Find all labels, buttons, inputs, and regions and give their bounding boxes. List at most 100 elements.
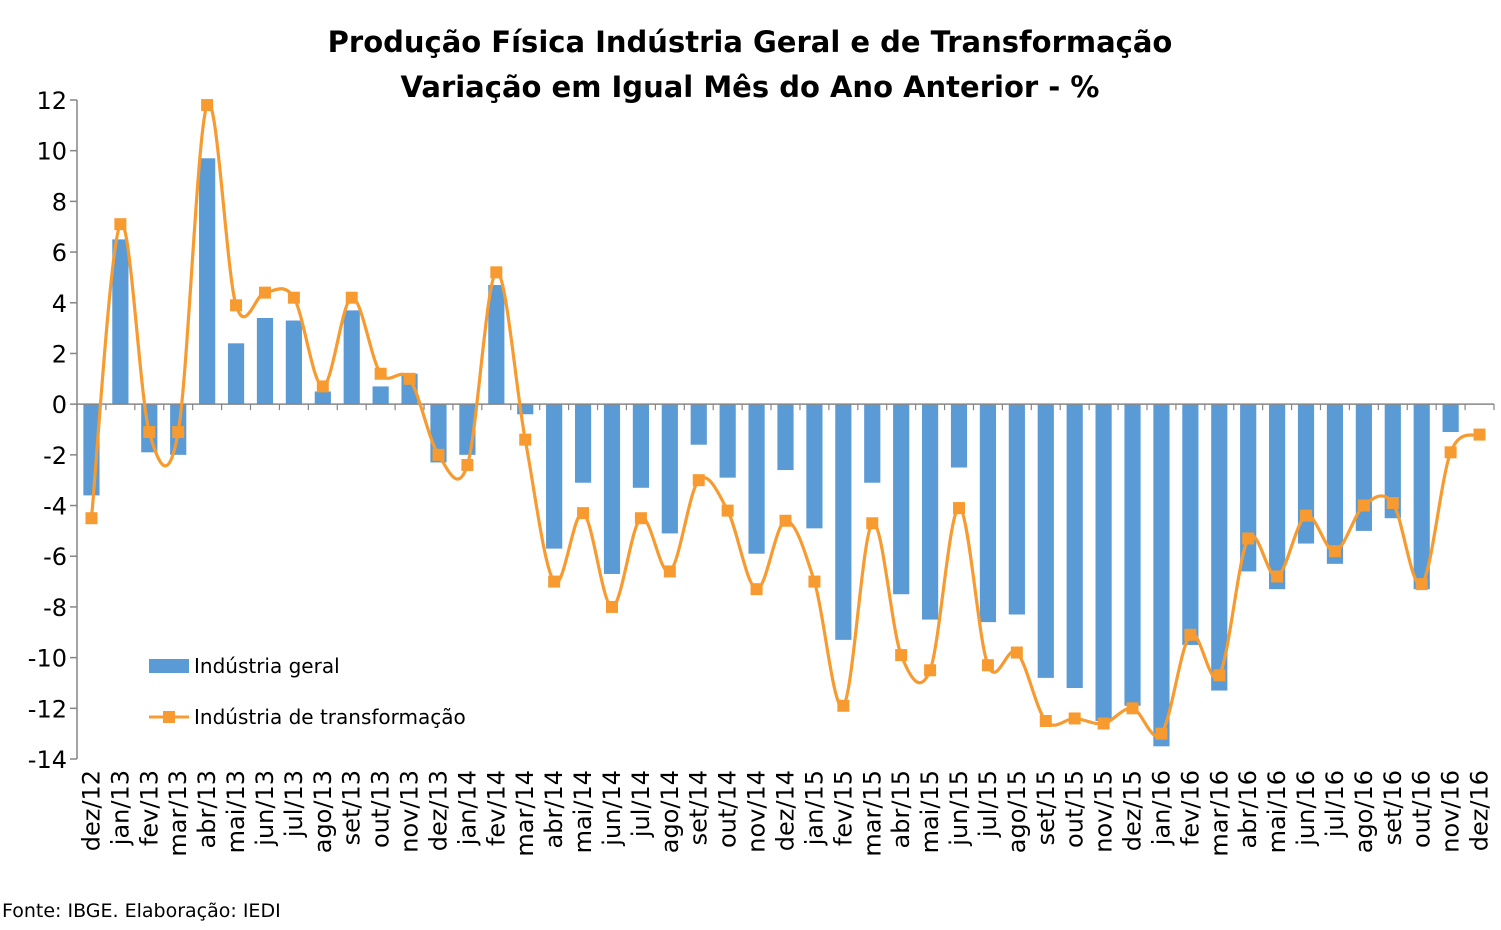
x-tick-label-out-14: out/14 — [714, 770, 742, 848]
x-tick-label-fev-13: fev/13 — [135, 770, 163, 846]
x-tick-label-mar-15: mar/15 — [858, 770, 886, 857]
point-dez-12 — [85, 512, 98, 525]
point-mai-14 — [577, 507, 590, 520]
x-tick-label-mai-15: mai/15 — [916, 770, 944, 853]
x-tick-label-set-14: set/14 — [685, 770, 713, 845]
x-tick-label-abr-13: abr/13 — [193, 770, 221, 848]
y-tick-label: 8 — [52, 188, 67, 216]
chart-subtitle: Variação em Igual Mês do Ano Anterior - … — [401, 70, 1100, 104]
bar-out-16 — [1413, 404, 1430, 590]
point-jun-15 — [953, 502, 966, 515]
x-tick-label-ago-15: ago/15 — [1003, 770, 1031, 853]
bar-mar-14 — [517, 404, 534, 415]
bar-mai-13 — [227, 343, 245, 405]
point-nov-15 — [1097, 717, 1110, 730]
x-tick-label-mai-14: mai/14 — [569, 770, 597, 853]
point-jan-15 — [808, 575, 821, 588]
point-dez-15 — [1126, 702, 1139, 715]
point-fev-16 — [1184, 628, 1197, 641]
point-nov-13 — [403, 372, 416, 385]
point-mar-14 — [519, 433, 532, 446]
x-tick-label-mar-14: mar/14 — [511, 770, 539, 857]
bar-jul-15 — [979, 404, 997, 623]
x-tick-label-nov-16: nov/16 — [1437, 770, 1465, 853]
chart-title: Produção Física Indústria Geral e de Tra… — [328, 25, 1173, 59]
y-tick-label: 12 — [36, 87, 67, 115]
point-dez-16 — [1473, 428, 1486, 441]
bar-abr-14 — [546, 404, 563, 549]
y-tick-label: -10 — [28, 645, 67, 673]
point-ago-14 — [663, 565, 676, 578]
x-tick-label-jul-14: jul/14 — [627, 770, 655, 838]
x-tick-label-jan-14: jan/14 — [453, 770, 481, 846]
point-mai-15 — [924, 664, 937, 677]
bar-jan-15 — [806, 404, 823, 529]
legend-label-industria-transformacao: Indústria de transformação — [194, 705, 466, 729]
bar-fev-15 — [835, 404, 852, 640]
bar-abr-16 — [1240, 404, 1257, 572]
point-mai-13 — [230, 299, 243, 312]
bar-jul-16 — [1326, 404, 1344, 564]
x-tick-label-jun-16: jun/16 — [1292, 770, 1320, 847]
point-mar-15 — [866, 517, 879, 530]
x-tick-label-jan-16: jan/16 — [1147, 770, 1175, 846]
bar-mai-14 — [574, 404, 592, 483]
bar-out-15 — [1066, 404, 1083, 689]
x-tick-label-ago-13: ago/13 — [309, 770, 337, 853]
point-set-15 — [1039, 714, 1052, 727]
point-fev-13 — [143, 426, 156, 439]
point-set-13 — [345, 291, 358, 304]
bar-mai-15 — [921, 404, 939, 620]
bar-jul-13 — [285, 320, 302, 405]
point-out-13 — [374, 367, 387, 380]
x-tick-label-set-15: set/15 — [1032, 770, 1060, 845]
bar-nov-15 — [1095, 404, 1112, 721]
x-tick-label-fev-15: fev/15 — [829, 770, 857, 846]
bar-set-14 — [690, 404, 707, 445]
x-tick-label-ago-16: ago/16 — [1350, 770, 1378, 853]
bar-mar-16 — [1211, 404, 1228, 691]
x-tick-label-out-13: out/13 — [367, 770, 395, 848]
x-tick-label-out-16: out/16 — [1408, 770, 1436, 848]
x-tick-label-nov-15: nov/15 — [1090, 770, 1118, 853]
bar-set-16 — [1384, 404, 1401, 519]
bar-out-14 — [719, 404, 736, 478]
bar-out-13 — [372, 386, 389, 405]
point-jan-16 — [1155, 727, 1168, 740]
bar-jan-13 — [112, 239, 129, 405]
x-tick-label-jun-15: jun/15 — [945, 770, 973, 847]
y-tick-label: -12 — [28, 695, 67, 723]
point-set-14 — [692, 474, 705, 487]
bar-jun-15 — [950, 404, 968, 468]
point-out-16 — [1415, 578, 1428, 591]
y-tick-label: 0 — [52, 391, 67, 419]
bar-jul-14 — [632, 404, 649, 488]
bar-fev-14 — [488, 285, 505, 405]
x-tick-label-nov-14: nov/14 — [743, 770, 771, 853]
y-tick-label: 10 — [36, 138, 67, 166]
line-group — [85, 99, 1486, 740]
x-tick-label-mar-13: mar/13 — [164, 770, 192, 857]
point-mai-16 — [1271, 570, 1284, 583]
bar-ago-13 — [314, 391, 331, 405]
source-note: Fonte: IBGE. Elaboração: IEDI — [2, 900, 281, 922]
bar-mar-15 — [864, 404, 881, 483]
x-tick-label-jan-15: jan/15 — [800, 770, 828, 846]
point-jul-15 — [981, 659, 994, 672]
bar-dez-15 — [1124, 404, 1141, 706]
point-jun-14 — [605, 600, 618, 613]
legend-marker-industria-transformacao — [163, 711, 175, 723]
x-tick-label-dez-15: dez/15 — [1119, 770, 1147, 851]
point-nov-14 — [750, 583, 763, 596]
point-dez-13 — [432, 448, 445, 461]
y-tick-label: -4 — [43, 493, 67, 521]
point-mar-13 — [172, 426, 185, 439]
bar-jun-16 — [1297, 404, 1315, 544]
x-tick-label-fev-14: fev/14 — [482, 770, 510, 846]
point-nov-16 — [1444, 446, 1457, 459]
point-jul-16 — [1328, 545, 1341, 558]
point-abr-16 — [1242, 532, 1255, 545]
x-tick-label-mai-13: mai/13 — [222, 770, 250, 853]
point-abr-15 — [895, 649, 908, 662]
